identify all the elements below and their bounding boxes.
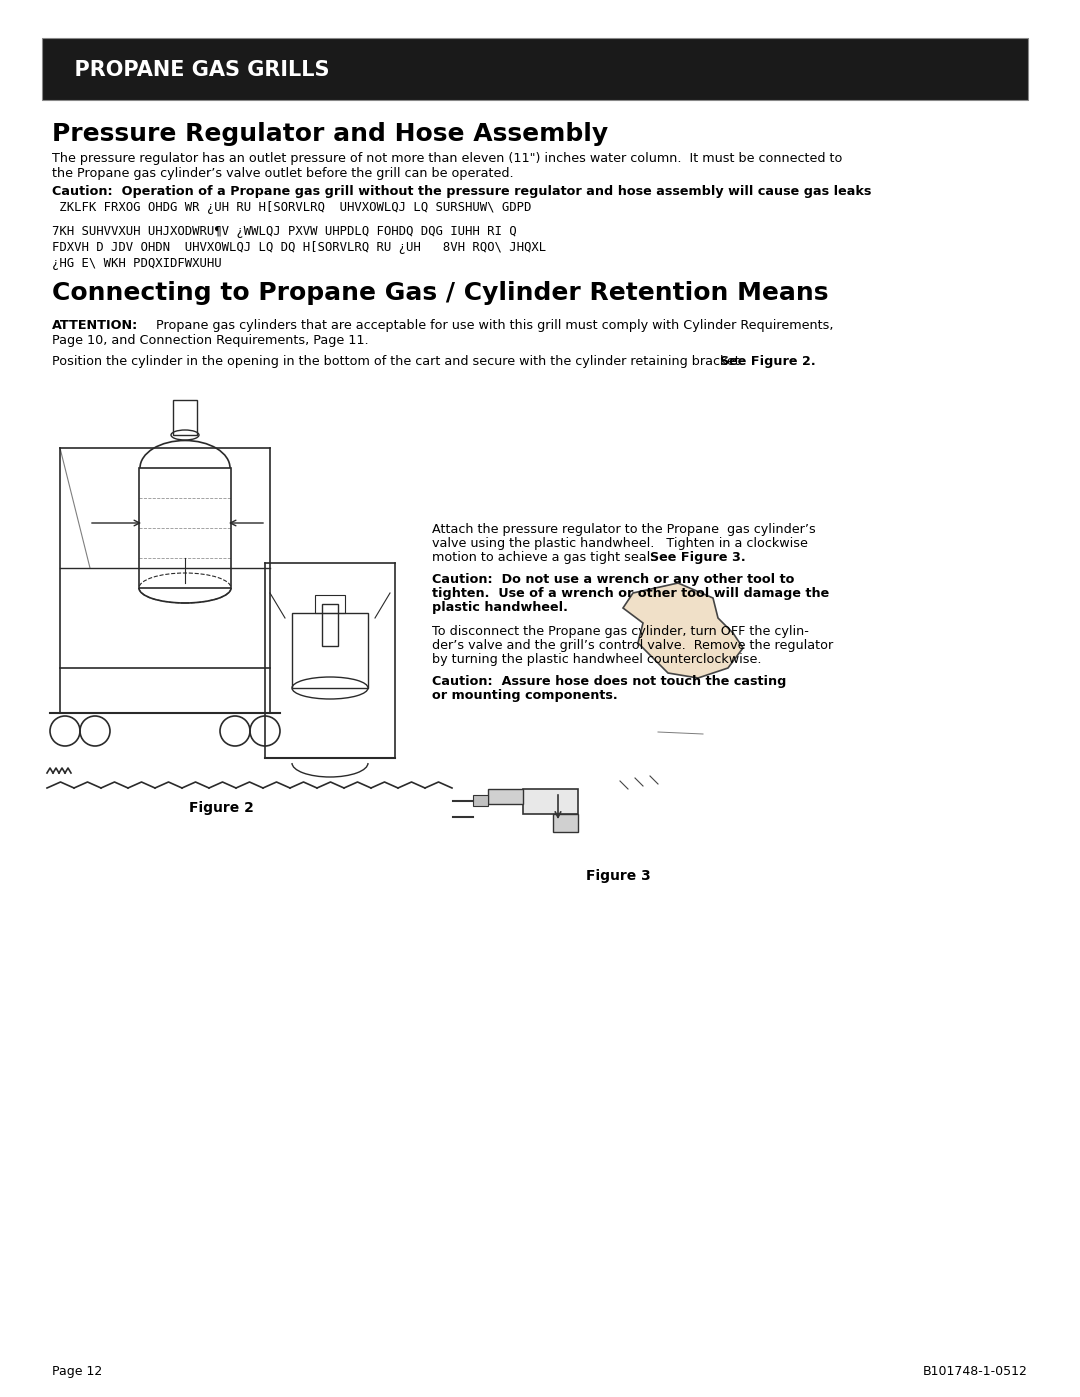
Text: See Figure 2.: See Figure 2.	[720, 355, 815, 367]
Text: Caution:  Operation of a Propane gas grill without the pressure regulator and ho: Caution: Operation of a Propane gas gril…	[52, 184, 872, 198]
Text: Pressure Regulator and Hose Assembly: Pressure Regulator and Hose Assembly	[52, 122, 608, 147]
Bar	[292, 613, 368, 687]
Text: Position the cylinder in the opening in the bottom of the cart and secure with t: Position the cylinder in the opening in …	[52, 355, 752, 367]
Text: ATTENTION:: ATTENTION:	[52, 319, 138, 332]
Bar	[139, 468, 231, 588]
Text: Propane gas cylinders that are acceptable for use with this grill must comply wi: Propane gas cylinders that are acceptabl…	[140, 319, 834, 332]
Text: der’s valve and the grill’s control valve.  Remove the regulator: der’s valve and the grill’s control valv…	[432, 638, 834, 652]
Bar	[523, 789, 578, 814]
Bar	[42, 38, 1028, 101]
Bar	[473, 795, 488, 806]
Text: Figure 2: Figure 2	[189, 800, 254, 814]
Polygon shape	[623, 583, 743, 678]
Text: Page 12: Page 12	[52, 1365, 103, 1377]
Text: Attach the pressure regulator to the Propane  gas cylinder’s: Attach the pressure regulator to the Pro…	[432, 522, 815, 536]
Text: Caution:  Do not use a wrench or any other tool to: Caution: Do not use a wrench or any othe…	[432, 573, 795, 585]
Text: Caution:  Assure hose does not touch the casting: Caution: Assure hose does not touch the …	[432, 675, 786, 687]
Bar	[315, 595, 345, 613]
Bar	[488, 789, 523, 805]
Text: plastic handwheel.: plastic handwheel.	[432, 601, 568, 615]
Text: motion to achieve a gas tight seal.: motion to achieve a gas tight seal.	[432, 550, 662, 564]
Text: The pressure regulator has an outlet pressure of not more than eleven (11") inch: The pressure regulator has an outlet pre…	[52, 152, 842, 165]
Bar	[173, 400, 197, 434]
Text: the Propane gas cylinder’s valve outlet before the grill can be operated.: the Propane gas cylinder’s valve outlet …	[52, 168, 514, 180]
Text: by turning the plastic handwheel counterclockwise.: by turning the plastic handwheel counter…	[432, 652, 761, 666]
Text: valve using the plastic handwheel.   Tighten in a clockwise: valve using the plastic handwheel. Tight…	[432, 536, 808, 550]
Text: To disconnect the Propane gas cylinder, turn OFF the cylin-: To disconnect the Propane gas cylinder, …	[432, 624, 809, 638]
Text: ZKLFK FRXOG OHDG WR ¿UH RU H[SORVLRQ  UHVXOWLQJ LQ SURSHUW\ GDPD: ZKLFK FRXOG OHDG WR ¿UH RU H[SORVLRQ UHV…	[52, 201, 531, 214]
Bar	[553, 814, 578, 833]
Text: See Figure 3.: See Figure 3.	[650, 550, 745, 564]
Text: PROPANE GAS GRILLS: PROPANE GAS GRILLS	[60, 60, 329, 80]
Text: tighten.  Use of a wrench or other tool will damage the: tighten. Use of a wrench or other tool w…	[432, 587, 829, 599]
Text: Figure 3: Figure 3	[585, 869, 650, 883]
Text: B101748-1-0512: B101748-1-0512	[923, 1365, 1028, 1377]
Text: Page 10, and Connection Requirements, Page 11.: Page 10, and Connection Requirements, Pa…	[52, 334, 368, 346]
Text: or mounting components.: or mounting components.	[432, 689, 618, 703]
Text: ¿HG E\ WKH PDQXIDFWXUHU: ¿HG E\ WKH PDQXIDFWXUHU	[52, 257, 221, 270]
Bar	[322, 604, 338, 645]
Text: 7KH SUHVVXUH UHJXODWRU¶V ¿WWLQJ PXVW UHPDLQ FOHDQ DQG IUHH RI Q: 7KH SUHVVXUH UHJXODWRU¶V ¿WWLQJ PXVW UHP…	[52, 225, 516, 237]
Text: FDXVH D JDV OHDN  UHVXOWLQJ LQ DQ H[SORVLRQ RU ¿UH   8VH RQO\ JHQXL: FDXVH D JDV OHDN UHVXOWLQJ LQ DQ H[SORVL…	[52, 242, 546, 254]
Text: Connecting to Propane Gas / Cylinder Retention Means: Connecting to Propane Gas / Cylinder Ret…	[52, 281, 828, 305]
